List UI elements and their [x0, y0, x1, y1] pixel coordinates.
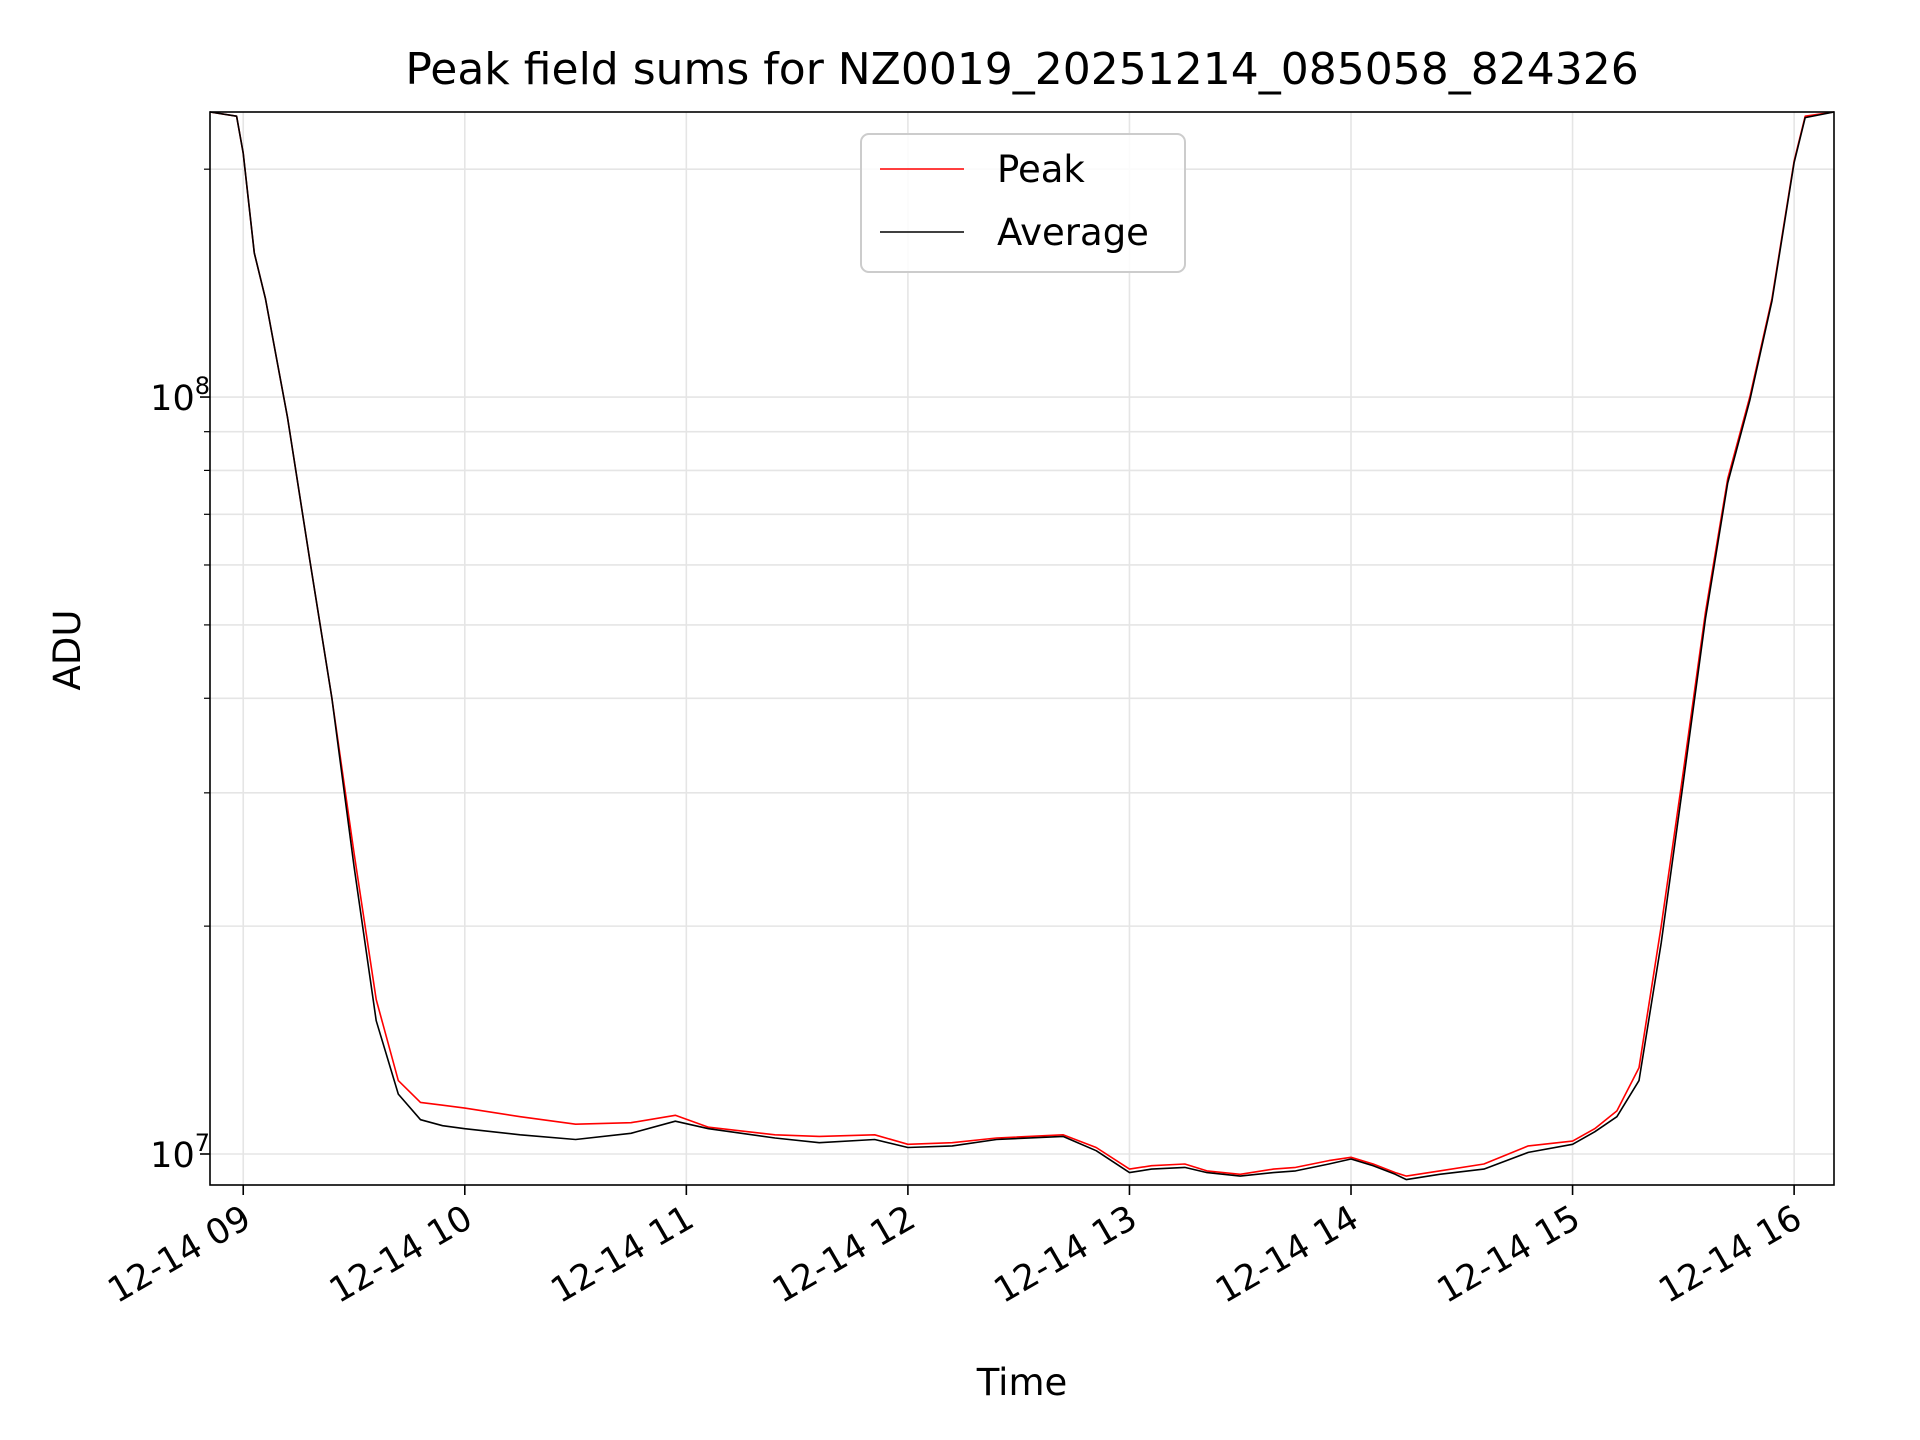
series-average-line: [209, 111, 1835, 1181]
axes-frame: [209, 111, 1835, 1186]
series-layer: [209, 111, 1835, 1181]
grid: [210, 112, 1834, 1185]
chart-title: Peak field sums for NZ0019_20251214_0850…: [405, 44, 1638, 95]
series-peak-line: [209, 111, 1835, 1177]
y-tick-exponent: 8: [195, 372, 210, 400]
legend-peak-label: Peak: [997, 148, 1085, 191]
y-tick-base: 10: [150, 1136, 195, 1176]
y-axis-label: ADU: [46, 610, 89, 691]
plot-area: [210, 112, 1834, 1185]
y-tick-label: 107: [150, 1129, 210, 1176]
legend-average-label: Average: [997, 211, 1149, 254]
y-tick-base: 10: [150, 379, 195, 419]
y-tick-label: 108: [150, 372, 210, 419]
y-tick-exponent: 7: [195, 1129, 210, 1157]
legend: Peak Average: [860, 133, 1186, 273]
x-axis-label: Time: [976, 1361, 1068, 1404]
